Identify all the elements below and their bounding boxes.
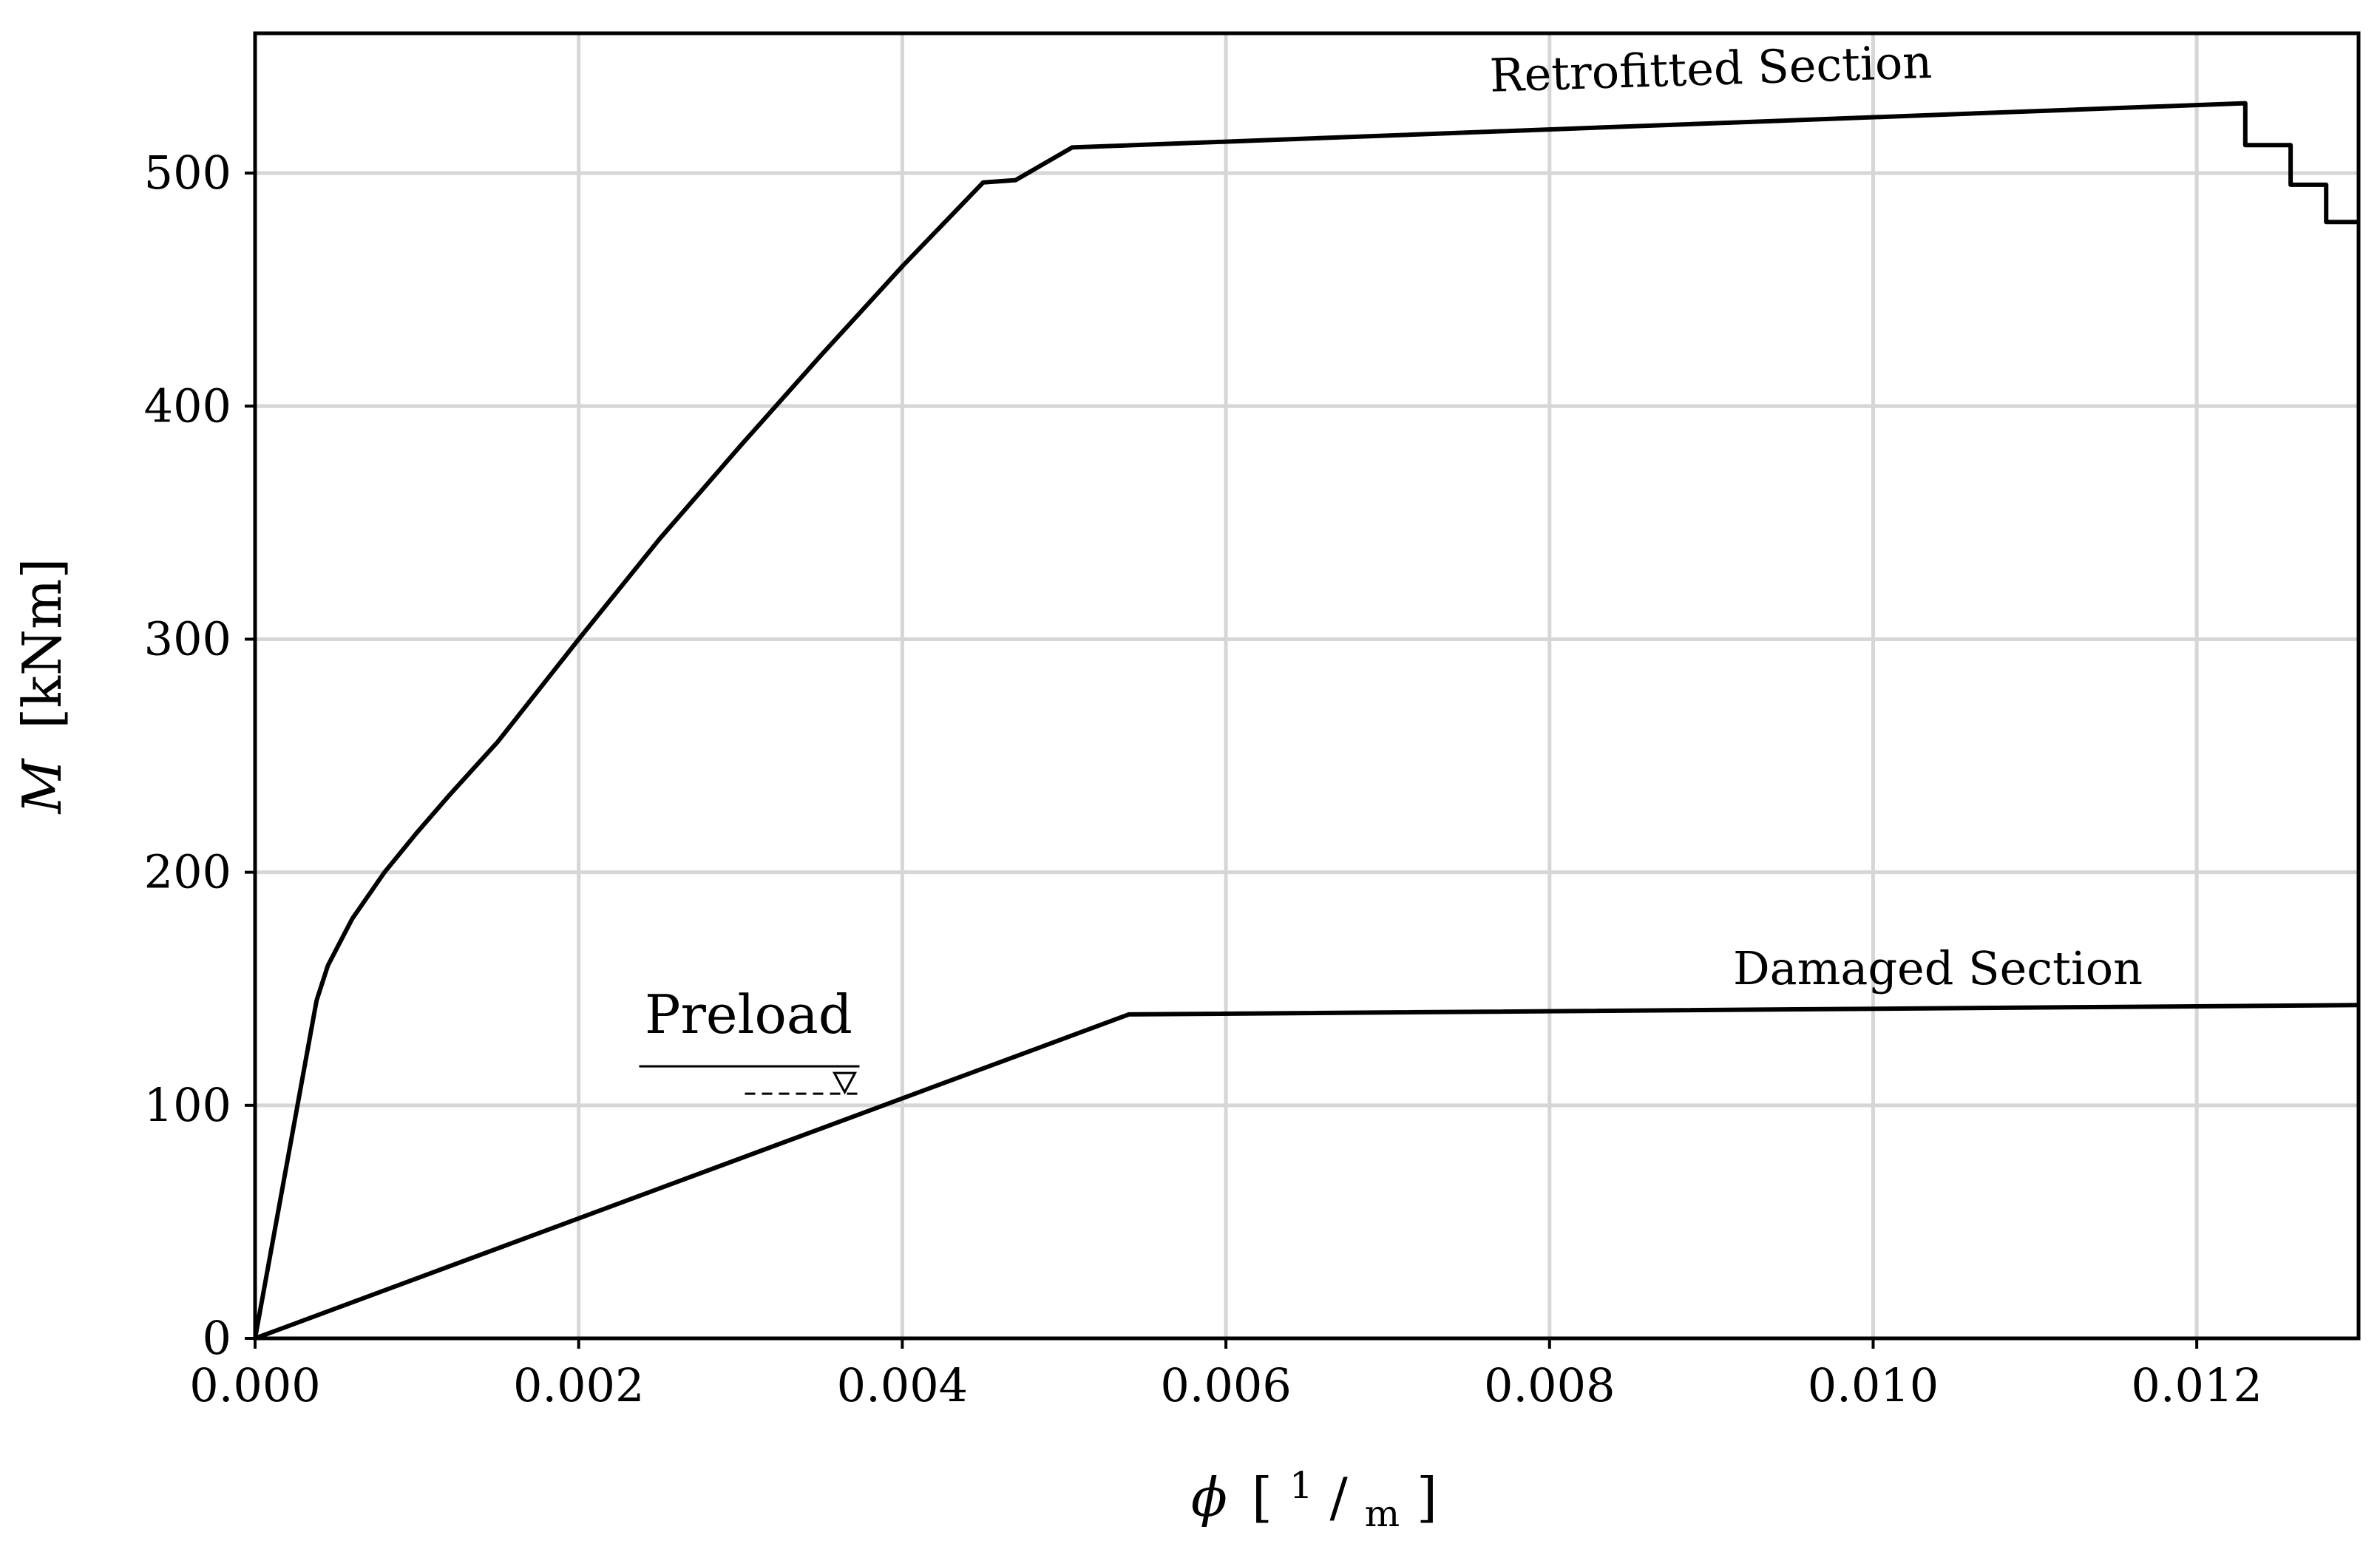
x-axis-unit-denominator: m [1365,1492,1400,1535]
x-tick-label: 0.000 [189,1358,321,1412]
x-axis-label: ϕ [ 1 / m ] [1191,1449,1437,1539]
y-tick-label: 0 [203,1311,231,1365]
plot-frame [253,31,2361,1341]
y-axis-label: M [kNm] [11,558,73,816]
preload-triangle-icon [832,1071,857,1095]
x-axis-symbol: ϕ [1191,1466,1227,1528]
data-series [253,101,2359,1341]
x-tick-label: 0.006 [1160,1358,1292,1412]
axis-ticks: 0.000 0.002 0.004 0.006 0.008 0.010 0.012 0 100 2… [144,146,2262,1412]
annotation-damaged-section: Damaged Section [1733,941,2143,995]
annotation-retrofitted-section: Retrofitted Section [1489,35,1933,103]
y-axis-unit: [kNm] [11,558,73,729]
y-tick-label: 400 [144,379,231,433]
grid-lines [253,33,2359,1341]
x-axis-unit-close: ] [1417,1466,1437,1528]
x-tick-label: 0.002 [513,1358,645,1412]
series-damaged-section [254,1003,2359,1341]
y-tick-label: 300 [144,612,231,665]
x-tick-label: 0.010 [1808,1358,1939,1412]
annotation-preload: Preload [645,983,852,1046]
y-tick-label: 500 [144,146,231,200]
x-tick-label: 0.012 [2131,1358,2262,1412]
y-axis-symbol: M [11,757,73,815]
y-tick-label: 200 [144,845,231,899]
series-retrofitted-section [253,101,2359,1339]
y-tick-label: 100 [144,1078,231,1132]
x-tick-label: 0.004 [837,1358,969,1412]
annotations: Retrofitted Section Damaged Section Prel… [639,35,2143,1095]
x-axis-unit-slash: / [1330,1466,1349,1528]
preload-marker: Preload [639,983,860,1095]
x-tick-label: 0.008 [1484,1358,1616,1412]
x-axis-unit-numerator: 1 [1289,1464,1313,1507]
x-axis-unit-open: [ [1252,1466,1272,1528]
